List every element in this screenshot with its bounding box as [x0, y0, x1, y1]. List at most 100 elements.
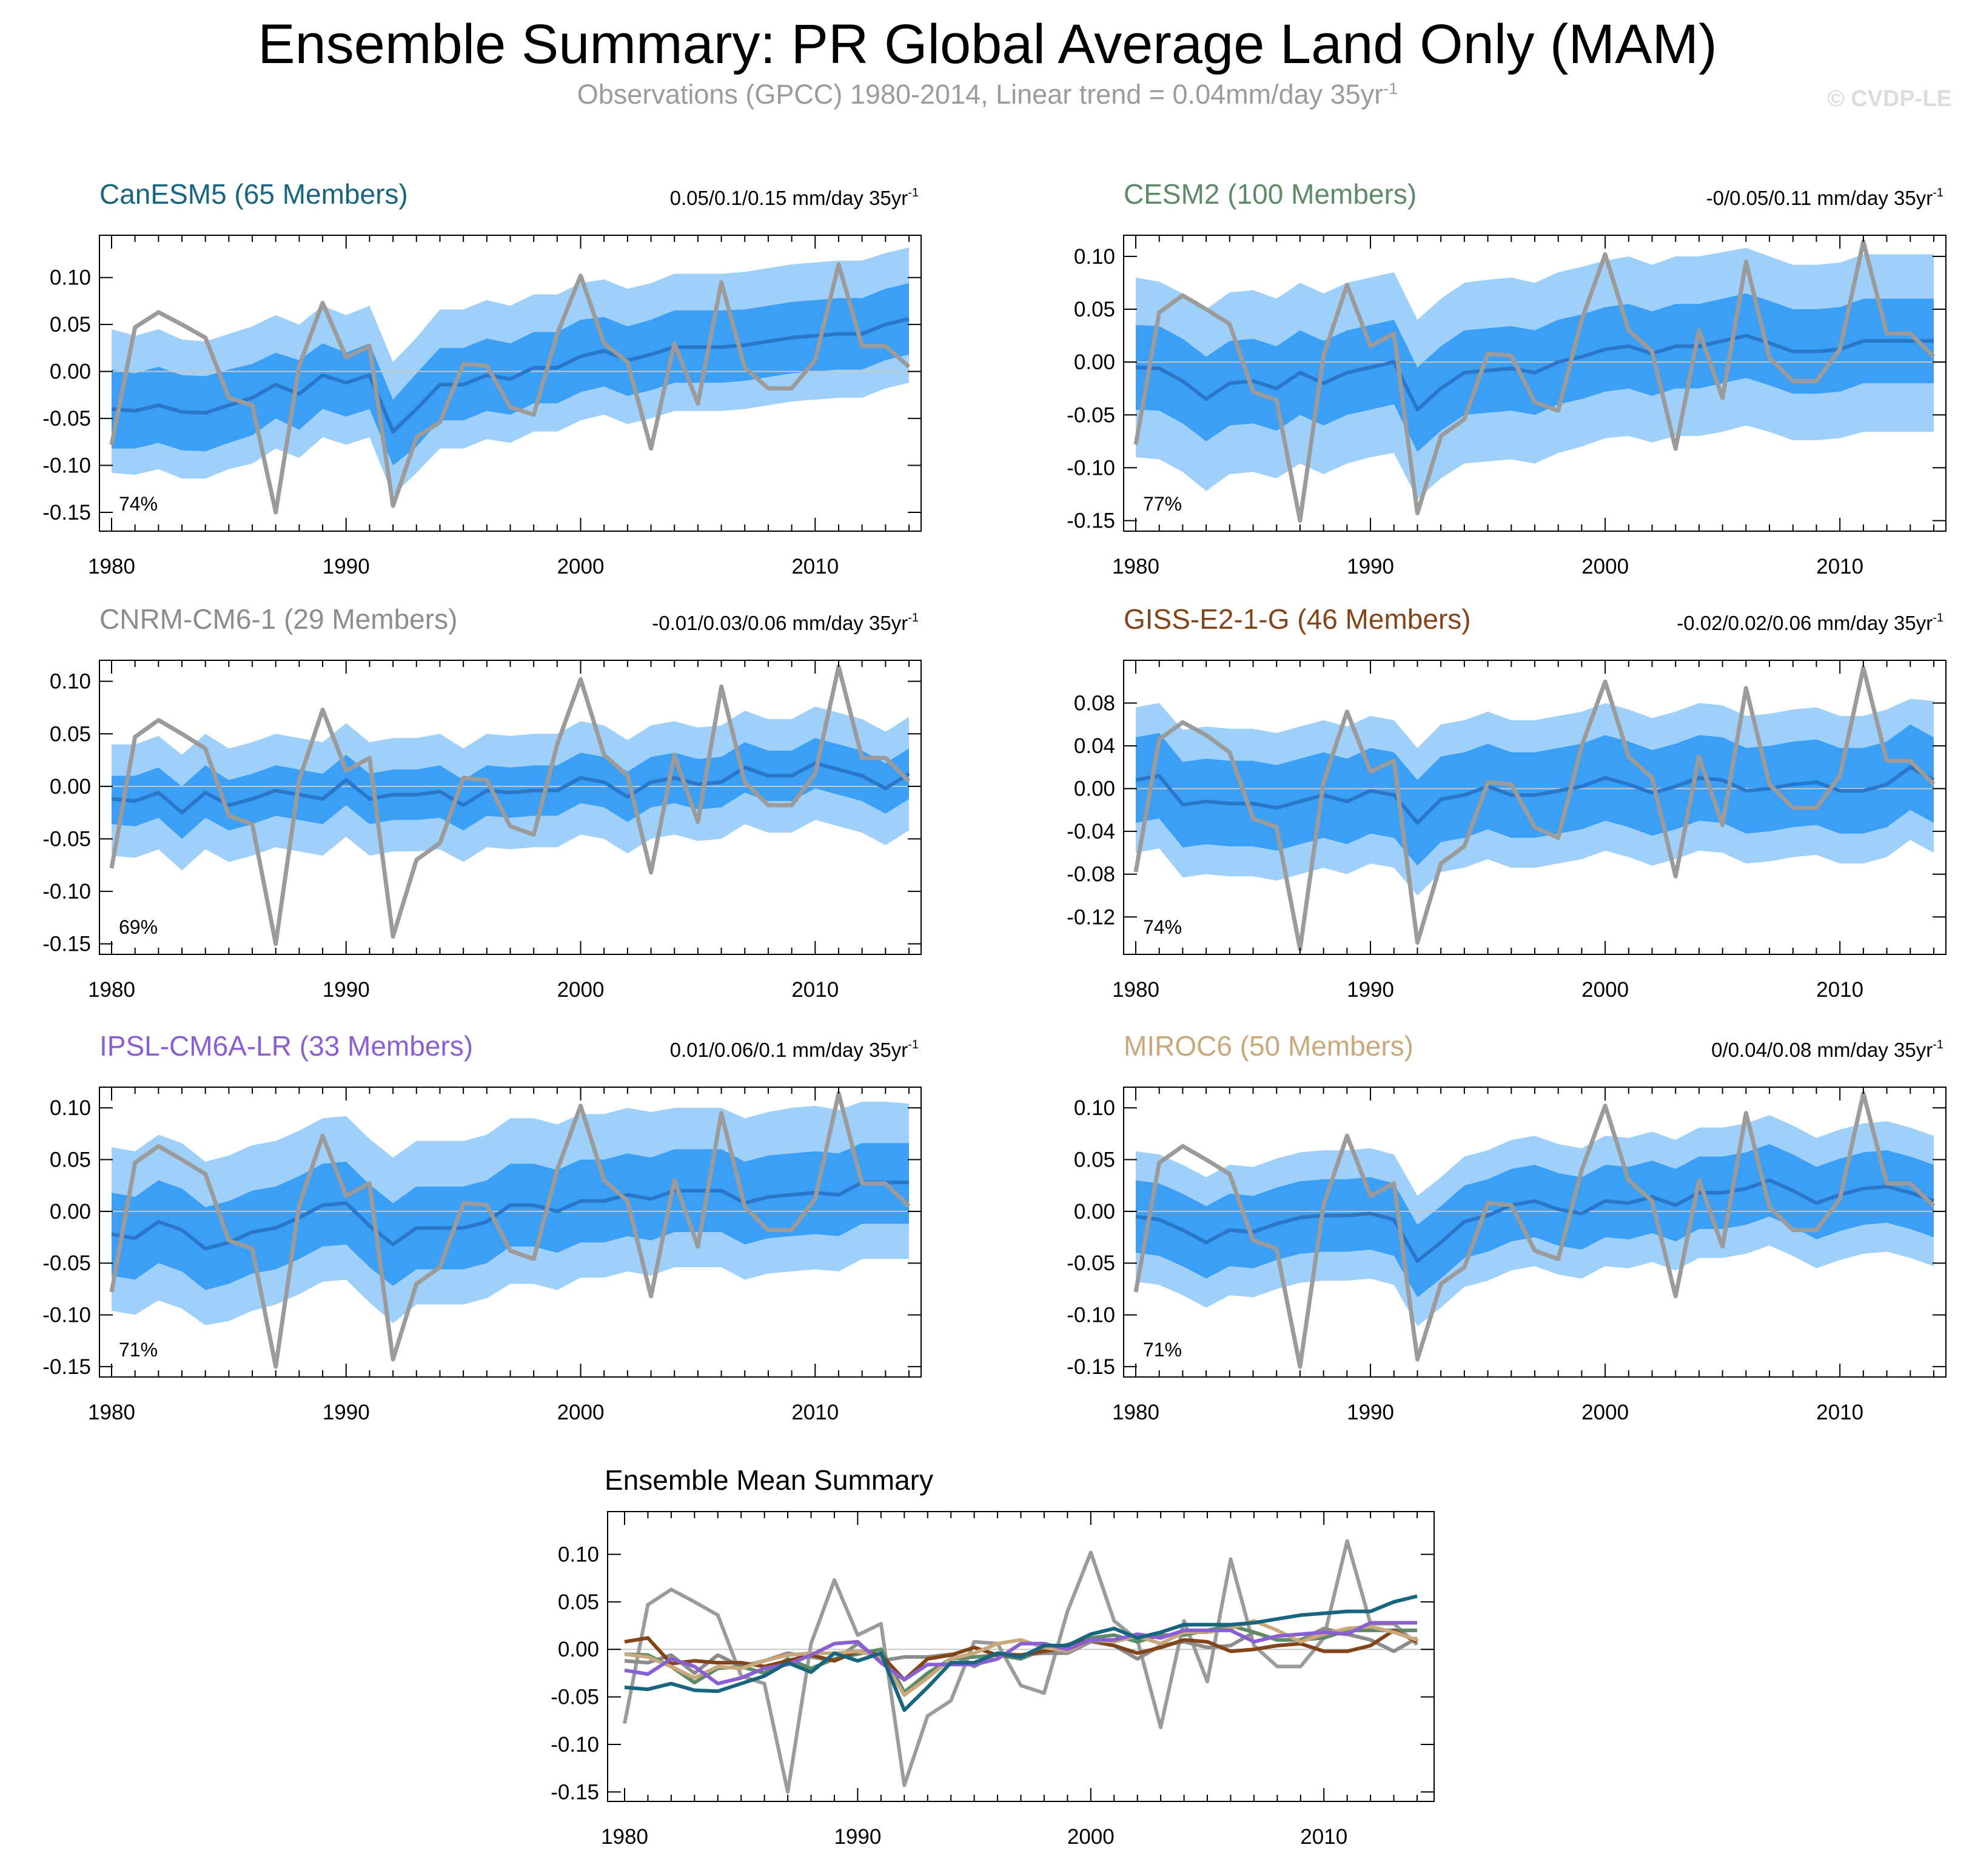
y-tick-label: 0.05	[1074, 298, 1115, 321]
y-tick-label: 0.00	[50, 1200, 91, 1224]
y-tick-label: 0.05	[50, 313, 91, 337]
trend-label-text: 0/0.04/0.08 mm/day 35yr	[1711, 1039, 1933, 1061]
trend-label-text: 0.01/0.06/0.1 mm/day 35yr	[670, 1039, 908, 1061]
y-tick-label: -0.15	[42, 1355, 91, 1379]
x-tick-label: 1980	[1112, 978, 1159, 1002]
y-tick-label: 0.10	[1074, 1096, 1115, 1120]
y-tick-label: -0.05	[42, 407, 91, 430]
trend-label-exponent: -1	[1933, 611, 1943, 625]
page-title: Ensemble Summary: PR Global Average Land…	[258, 13, 1717, 75]
observations-line	[1133, 240, 1936, 523]
y-tick-label: -0.05	[1067, 1251, 1115, 1275]
x-tick-label: 1990	[1347, 978, 1394, 1002]
x-tick-label: 1980	[88, 1401, 135, 1424]
page-subtitle: Observations (GPCC) 1980-2014, Linear tr…	[0, 79, 1975, 110]
percent-label: 71%	[119, 1339, 158, 1361]
y-tick-label: -0.12	[1067, 905, 1115, 929]
x-tick-label: 1980	[88, 978, 135, 1002]
ensemble-mean-line	[1135, 333, 1934, 412]
x-tick-label: 2010	[791, 555, 839, 578]
panel-6: 0.10 0.05 0.00 -0.05 -0.10 -0.15 1980 1990 2000 2…	[1067, 1030, 1946, 1424]
trend-label: 0.01/0.06/0.1 mm/day 35yr-1	[670, 1038, 919, 1061]
x-tick-label: 1980	[88, 555, 135, 578]
x-tick-label: 1980	[601, 1825, 648, 1849]
model-mean-line	[624, 1594, 1418, 1712]
percent-label: 71%	[1143, 1339, 1182, 1361]
panel-title: CNRM-CM6-1 (29 Members)	[99, 603, 457, 635]
y-tick-label: -0.08	[1067, 863, 1115, 886]
x-tick-label: 2010	[1816, 978, 1863, 1002]
trend-label-exponent: -1	[1933, 1038, 1943, 1051]
panel-title: CESM2 (100 Members)	[1124, 178, 1417, 210]
y-tick-label: -0.10	[551, 1733, 599, 1757]
ensemble-mean-line	[1135, 1178, 1935, 1263]
x-tick-label: 1990	[1347, 1401, 1394, 1424]
y-tick-label: 0.05	[1074, 1148, 1115, 1172]
ensemble-mean-line	[111, 1181, 909, 1251]
y-tick-label: -0.15	[551, 1780, 599, 1804]
y-tick-label: -0.10	[42, 454, 91, 478]
x-tick-label: 1990	[323, 1401, 370, 1424]
y-tick-label: -0.10	[42, 880, 91, 903]
x-tick-label: 2010	[791, 1401, 839, 1424]
x-tick-label: 2000	[1581, 1401, 1629, 1424]
y-tick-label: -0.15	[1067, 509, 1115, 533]
y-tick-label: -0.15	[42, 501, 91, 524]
observations-line	[1133, 1091, 1936, 1369]
x-tick-label: 1980	[1112, 1401, 1159, 1424]
y-tick-label: 0.00	[50, 360, 91, 384]
ensemble-mean-line	[1135, 765, 1935, 825]
x-tick-label: 2000	[1067, 1825, 1115, 1849]
y-tick-label: 0.10	[558, 1543, 599, 1567]
y-tick-label: -0.05	[42, 1251, 91, 1275]
ensemble-mean-line	[111, 761, 910, 815]
x-tick-label: 1990	[834, 1825, 881, 1849]
y-tick-label: -0.15	[1067, 1355, 1115, 1379]
trend-label: 0.05/0.1/0.15 mm/day 35yr-1	[670, 186, 919, 209]
y-tick-label: -0.05	[551, 1686, 599, 1709]
observations-line	[1133, 665, 1936, 951]
y-tick-label: 0.10	[1074, 245, 1115, 269]
trend-label: 0/0.04/0.08 mm/day 35yr-1	[1711, 1038, 1943, 1061]
credit-watermark: © CVDP-LE	[1827, 86, 1952, 112]
x-tick-label: 2010	[791, 978, 839, 1002]
trend-label: -0/0.05/0.11 mm/day 35yr-1	[1706, 186, 1943, 209]
y-tick-label: -0.15	[42, 933, 91, 956]
percent-label: 69%	[119, 916, 158, 938]
subtitle-unit-exponent: -1	[1383, 79, 1398, 98]
panel-title: GISS-E2-1-G (46 Members)	[1124, 603, 1471, 635]
panel-title: IPSL-CM6A-LR (33 Members)	[99, 1030, 473, 1062]
x-tick-label: 2000	[557, 555, 605, 578]
observations-line	[109, 1091, 911, 1369]
trend-label-text: -0.01/0.03/0.06 mm/day 35yr	[652, 612, 908, 634]
panel-4: 0.08 0.04 0.00 -0.04 -0.08 -0.12 1980 1990 2000 2…	[1067, 603, 1946, 1002]
y-tick-label: -0.04	[1067, 820, 1115, 843]
x-tick-label: 2010	[1300, 1825, 1347, 1849]
observations-line	[623, 1539, 1419, 1794]
y-tick-label: 0.00	[1074, 1200, 1115, 1224]
y-tick-label: 0.00	[1074, 777, 1115, 801]
y-tick-label: 0.10	[50, 670, 91, 694]
y-tick-label: -0.05	[42, 827, 91, 851]
y-tick-label: -0.05	[1067, 403, 1115, 427]
x-tick-label: 2010	[1816, 1401, 1863, 1424]
y-tick-label: 0.10	[50, 266, 91, 290]
panel-5: 0.10 0.05 0.00 -0.05 -0.10 -0.15 1980 1990 2000 2…	[42, 1030, 922, 1424]
x-tick-label: 2000	[1581, 978, 1629, 1002]
inner-spread-band	[112, 283, 909, 466]
trend-label-exponent: -1	[908, 1038, 919, 1051]
panel-title: CanESM5 (65 Members)	[99, 178, 408, 210]
x-tick-label: 2010	[1816, 555, 1863, 578]
ensemble-mean-line	[111, 317, 910, 434]
x-tick-label: 1990	[1347, 555, 1394, 578]
model-mean-line	[624, 1621, 1417, 1686]
y-tick-label: 0.00	[1074, 350, 1115, 374]
trend-label: -0.02/0.02/0.06 mm/day 35yr-1	[1677, 611, 1943, 634]
x-tick-label: 2000	[557, 978, 605, 1002]
x-tick-label: 1990	[323, 555, 370, 578]
y-tick-label: -0.10	[1067, 456, 1115, 480]
percent-label: 74%	[1143, 916, 1182, 938]
trend-label: -0.01/0.03/0.06 mm/day 35yr-1	[652, 611, 919, 634]
x-tick-label: 1990	[323, 978, 370, 1002]
